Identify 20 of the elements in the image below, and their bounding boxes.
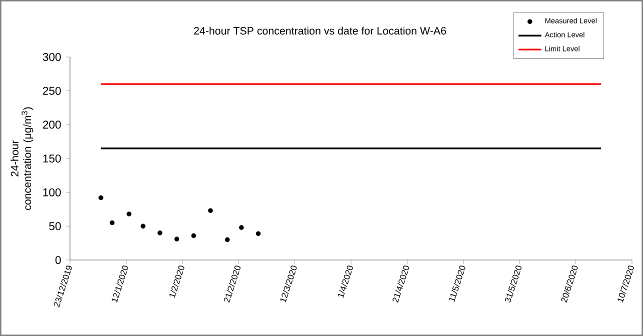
- y-tick-label: 50: [49, 222, 61, 230]
- point: [98, 195, 104, 200]
- y-tick-label: 300: [42, 52, 61, 62]
- point: [256, 231, 261, 236]
- point: [208, 208, 213, 214]
- point: [110, 220, 115, 226]
- y-tick-label: 250: [42, 86, 61, 95]
- point: [224, 237, 230, 242]
- point: [174, 236, 180, 242]
- y-axis-title: 24-hour concentration (μg/m$^{3}$): [10, 107, 34, 210]
- point: [140, 224, 146, 229]
- point: [191, 233, 196, 238]
- point: [158, 230, 162, 236]
- y-tick-label: 0: [55, 256, 61, 264]
- chart-title: 24-hour TSP concentration vs date for Location W-A6: [194, 26, 446, 35]
- y-tick-label: 200: [42, 120, 61, 129]
- y-tick-label: 100: [43, 188, 61, 196]
- point: [239, 225, 244, 230]
- y-tick-label: 150: [43, 154, 61, 163]
- point: [126, 212, 132, 216]
